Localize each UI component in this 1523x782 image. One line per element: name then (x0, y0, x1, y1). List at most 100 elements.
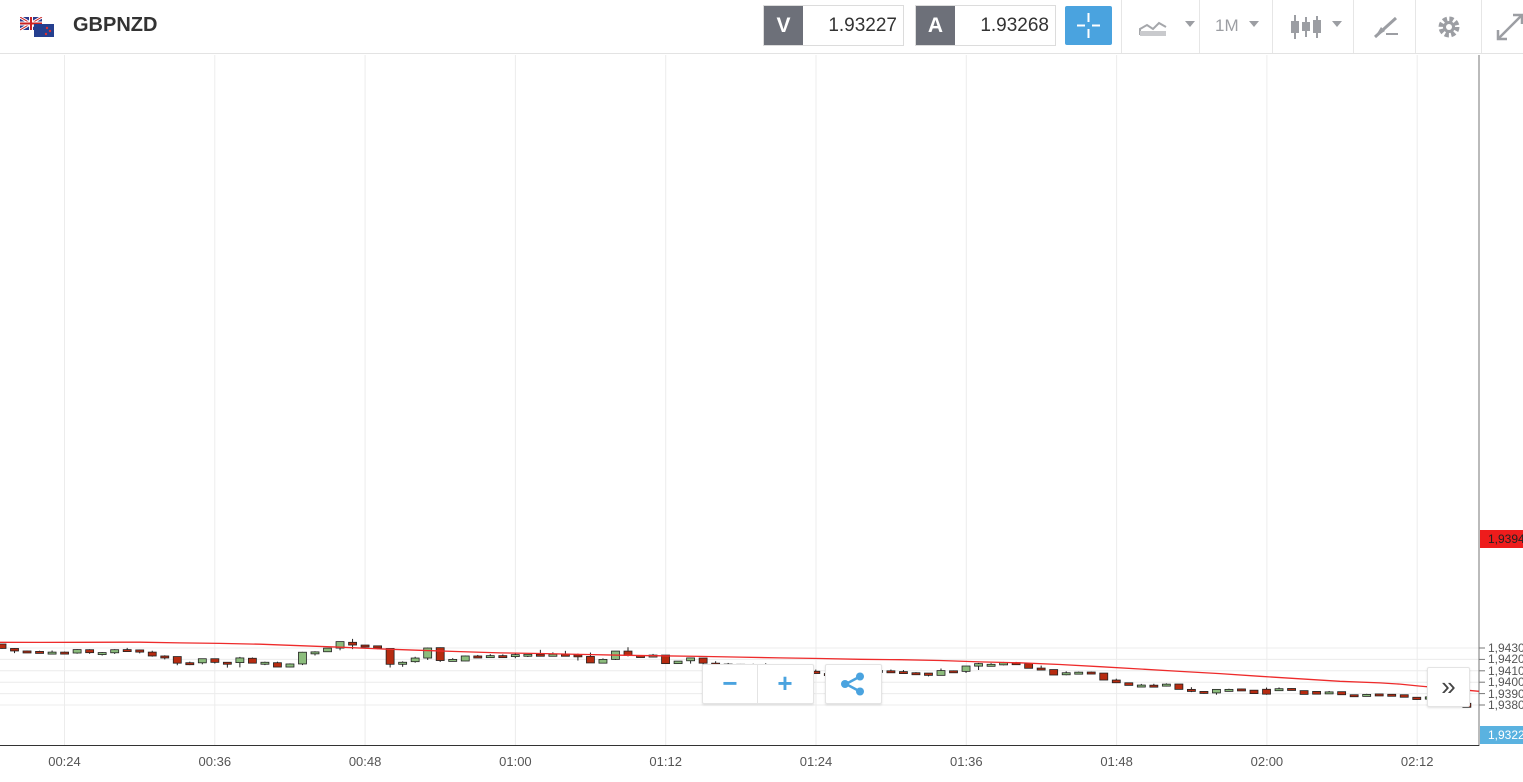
price-axis-label: 1,9400 (1488, 675, 1523, 690)
ask-price: 1.93268 (980, 15, 1049, 36)
candle (260, 661, 270, 666)
candle (1349, 694, 1359, 698)
candle (1412, 696, 1422, 700)
candle (185, 661, 195, 666)
candle (686, 657, 695, 664)
zoom-out-button[interactable]: − (703, 665, 758, 703)
chart-type-button[interactable] (1121, 0, 1200, 53)
time-axis-label: 01:48 (1100, 754, 1133, 769)
scroll-to-latest-button[interactable]: » (1427, 667, 1470, 707)
candle (1036, 665, 1046, 671)
candle (222, 661, 232, 668)
candle (1337, 691, 1347, 696)
candle (385, 648, 395, 668)
candle (10, 648, 19, 654)
price-axis-label: 1,9410 (1488, 663, 1523, 678)
candle (1161, 683, 1171, 687)
candles (0, 638, 1472, 708)
candle (110, 649, 120, 654)
ask-label: A (916, 6, 955, 45)
candle (335, 641, 345, 651)
expand-icon (1496, 13, 1523, 41)
candle (460, 655, 470, 662)
crosshair-icon (1077, 13, 1100, 38)
candle (197, 658, 207, 665)
chart-type-icon (1139, 21, 1167, 36)
candlestick-button[interactable] (1272, 0, 1354, 53)
candle (1399, 694, 1409, 698)
scroll-right-icon: » (1441, 671, 1456, 701)
candle (1299, 690, 1309, 695)
price-axis-ticks (1479, 647, 1485, 706)
time-axis-label: 01:00 (499, 754, 532, 769)
candle (298, 651, 307, 666)
zoom-controls: − + (702, 664, 814, 704)
price-axis-label: 1,9430 (1488, 641, 1523, 655)
zoom-in-button[interactable]: + (758, 665, 812, 703)
candle (498, 654, 508, 659)
candle (1224, 688, 1234, 692)
timeframe-button[interactable]: 1M (1199, 0, 1273, 53)
price-chart[interactable] (0, 55, 1523, 782)
drawing-tools-button[interactable] (1353, 0, 1416, 53)
candle (1061, 671, 1071, 676)
candle (510, 653, 520, 659)
settings-button[interactable] (1415, 0, 1482, 53)
candle (598, 658, 608, 664)
candle (1387, 693, 1397, 697)
price-axis-label: 1,9420 (1488, 652, 1523, 667)
candle (673, 660, 683, 665)
candle (448, 658, 458, 662)
last-price-tag: 1,9322 (1480, 726, 1523, 744)
candle (1212, 688, 1221, 695)
time-axis-label: 02:00 (1250, 754, 1284, 769)
chevron-down-icon (1185, 21, 1195, 27)
timeframe-label: 1M (1215, 16, 1239, 35)
chevron-down-icon (1249, 21, 1259, 27)
candle (235, 656, 245, 668)
symbol-name[interactable]: GBPNZD (73, 14, 158, 36)
candle (247, 657, 257, 664)
crosshair-button[interactable] (1065, 6, 1112, 45)
candle (949, 670, 958, 674)
candle (924, 672, 933, 677)
candle (273, 661, 282, 668)
candle (485, 654, 495, 659)
time-axis-label: 00:36 (198, 754, 232, 769)
candle (85, 649, 95, 654)
candle (1312, 691, 1321, 695)
candle (423, 647, 433, 660)
candle (210, 658, 220, 664)
moving-average-line (0, 641, 1480, 692)
candle (1049, 669, 1059, 676)
candle (523, 653, 533, 658)
bid-price-box[interactable]: V 1.93227 (763, 5, 904, 46)
candle (72, 649, 82, 654)
chevron-down-icon (1332, 21, 1342, 27)
top-toolbar: GBPNZD V 1.93227 A 1.93268 1M (0, 0, 1523, 54)
candle (1237, 688, 1246, 692)
candle (1111, 678, 1121, 684)
uk-flag-icon (20, 17, 54, 37)
moving-average-price-tag: 1,9394 (1480, 530, 1523, 548)
candle (961, 665, 971, 673)
candlestick-icon (1291, 15, 1321, 39)
candle (360, 644, 370, 648)
candle (1074, 671, 1084, 675)
candle (410, 656, 420, 663)
candle (323, 647, 332, 653)
time-axis-label: 01:12 (649, 754, 682, 769)
candle (47, 650, 57, 655)
candle (97, 652, 107, 656)
gear-icon (1438, 16, 1460, 38)
candle (160, 655, 170, 660)
candle (35, 650, 44, 654)
fullscreen-button[interactable] (1481, 0, 1523, 53)
ask-price-box[interactable]: A 1.93268 (915, 5, 1056, 46)
share-button[interactable] (825, 664, 882, 704)
candle (60, 651, 69, 655)
candle (1362, 693, 1372, 697)
candle (0, 643, 7, 649)
candle (974, 662, 983, 671)
bid-price: 1.93227 (828, 15, 897, 36)
